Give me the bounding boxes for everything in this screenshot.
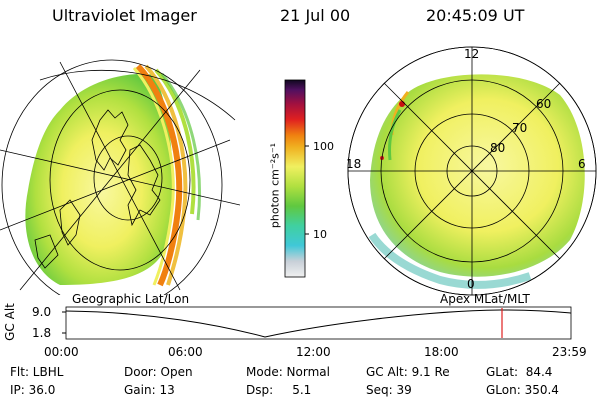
- geographic-map: [0, 59, 240, 295]
- colorbar: [284, 79, 309, 278]
- colorbar-tick-100: 100: [313, 140, 334, 153]
- coastlines: [34, 109, 161, 269]
- right-panel-caption: Apex MLat/MLT: [440, 292, 530, 306]
- altitude-curve: [65, 309, 572, 338]
- status-seq: Seq: 39: [366, 383, 412, 397]
- status-door: Door: Open: [124, 365, 193, 379]
- status-glon: GLon: 350.4: [486, 383, 559, 397]
- status-ip: IP: 36.0: [10, 383, 56, 397]
- time-label: 20:45:09 UT: [426, 6, 525, 25]
- colorbar-unit-label: photon cm⁻²s⁻¹: [268, 142, 282, 229]
- timeline-x-tick-1800: 18:00: [424, 345, 459, 359]
- colorbar-gradient: [284, 79, 306, 278]
- lat-label-70: 70: [512, 121, 528, 135]
- lat-label-60: 60: [536, 97, 552, 111]
- status-gain: Gain: 13: [124, 383, 175, 397]
- status-gc-alt: GC Alt: 9.1 Re: [366, 365, 450, 379]
- status-dsp: Dsp: 5.1: [246, 383, 312, 397]
- timeline-y-label: GC Alt: [3, 303, 17, 341]
- altitude-timeline: [62, 306, 572, 340]
- status-flt: Flt: LBHL: [10, 365, 64, 379]
- status-mode: Mode: Normal: [246, 365, 330, 379]
- instrument-title: Ultraviolet Imager: [52, 6, 197, 25]
- timeline-x-tick-1200: 12:00: [296, 345, 331, 359]
- aurora-image-right: [370, 74, 585, 277]
- colorbar-tick-10: 10: [313, 228, 327, 241]
- mlt-label-6: 6: [578, 157, 586, 171]
- timeline-y-tick-9: 9.0: [32, 305, 52, 319]
- timeline-x-tick-0000: 00:00: [44, 345, 79, 359]
- timeline-x-tick-2359: 23:59: [552, 345, 587, 359]
- left-panel-caption: Geographic Lat/Lon: [72, 292, 190, 306]
- status-glat: GLat: 84.4: [486, 365, 553, 379]
- mlt-label-0: 0: [467, 277, 475, 291]
- timeline-x-tick-0600: 06:00: [168, 345, 203, 359]
- aurora-image-left: [25, 74, 173, 285]
- timeline-y-tick-1.8: 1.8: [32, 326, 52, 340]
- lat-label-80: 80: [490, 141, 506, 155]
- date-label: 21 Jul 00: [280, 6, 351, 25]
- mlt-label-18: 18: [346, 157, 362, 171]
- mlt-label-12: 12: [464, 47, 480, 61]
- apex-polar-plot: [347, 46, 597, 296]
